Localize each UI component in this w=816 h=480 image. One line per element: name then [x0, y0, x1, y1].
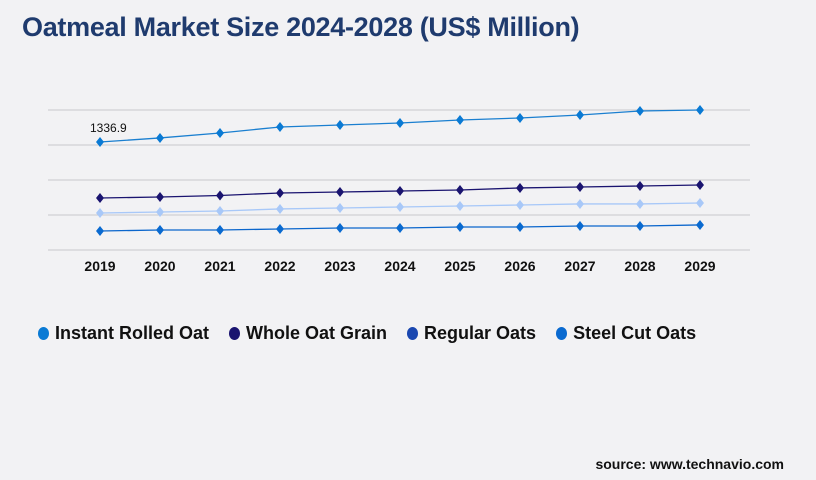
legend-label: Steel Cut Oats: [573, 323, 697, 343]
x-tick-label: 2029: [684, 258, 715, 274]
data-point: [216, 205, 224, 216]
x-tick-label: 2023: [324, 258, 355, 274]
data-point: [456, 221, 464, 232]
data-point: [396, 202, 404, 213]
data-point: [156, 192, 164, 203]
chart-title: Oatmeal Market Size 2024-2028 (US$ Milli…: [22, 12, 580, 42]
x-tick-label: 2021: [204, 258, 235, 274]
data-point: [456, 200, 464, 211]
x-tick-label: 2025: [444, 258, 475, 274]
data-point: [696, 219, 704, 230]
data-point: [516, 112, 524, 123]
legend-marker-icon: [556, 327, 568, 340]
data-point: [336, 186, 344, 197]
x-tick-label: 2024: [384, 258, 415, 274]
data-point: [276, 121, 284, 132]
data-point: [636, 221, 644, 232]
x-tick-label: 2027: [564, 258, 595, 274]
data-point: [456, 115, 464, 126]
data-point: [216, 224, 224, 235]
data-point: [516, 221, 524, 232]
data-point: [636, 198, 644, 209]
legend-item: Instant Rolled Oat: [38, 323, 209, 344]
data-point: [396, 186, 404, 197]
x-tick-label: 2019: [84, 258, 115, 274]
data-point: [576, 110, 584, 121]
data-point: [276, 223, 284, 234]
legend-label: Instant Rolled Oat: [55, 323, 210, 343]
data-point: [156, 132, 164, 143]
legend-marker-icon: [38, 327, 49, 340]
x-tick-label: 2026: [504, 258, 535, 274]
legend-label: Regular Oats: [424, 323, 537, 343]
data-point: [156, 207, 164, 218]
data-point: [696, 105, 704, 115]
data-point: [276, 187, 284, 198]
data-point: [396, 223, 404, 234]
data-point: [516, 182, 524, 193]
data-point: [696, 197, 704, 208]
data-point: [96, 226, 104, 237]
data-point: [336, 120, 344, 131]
legend-item: Steel Cut Oats: [556, 323, 696, 344]
legend-item: Whole Oat Grain: [229, 323, 387, 344]
line-chart: 2019 2020 2021 2022 2023 2024 2025 2026 2027 2028…: [48, 105, 750, 274]
legend-marker-icon: [407, 327, 419, 340]
data-point: [396, 118, 404, 129]
data-point: [576, 198, 584, 209]
x-tick-label: 2022: [264, 258, 295, 274]
data-point: [336, 223, 344, 234]
data-point: [576, 181, 584, 192]
data-point: [96, 136, 104, 147]
x-tick-label: 2020: [144, 258, 175, 274]
legend-marker-icon: [229, 327, 241, 340]
data-point: [276, 203, 284, 214]
data-label: 1336.9: [90, 121, 127, 135]
data-point: [696, 179, 704, 190]
source-text: source: www.technavio.com: [595, 456, 784, 472]
data-point: [456, 184, 464, 195]
data-point: [216, 190, 224, 201]
legend-label: Whole Oat Grain: [246, 323, 388, 343]
data-point: [516, 200, 524, 211]
x-tick-label: 2028: [624, 258, 655, 274]
data-point: [636, 181, 644, 192]
data-point: [156, 224, 164, 235]
data-point: [576, 221, 584, 232]
data-point: [636, 105, 644, 116]
data-point: [336, 202, 344, 213]
legend: Instant Rolled Oat Whole Oat Grain Regular…: [38, 323, 696, 344]
data-point: [96, 208, 104, 219]
data-point: [96, 192, 104, 203]
legend-item: Regular Oats: [407, 323, 536, 344]
data-point: [216, 128, 224, 139]
